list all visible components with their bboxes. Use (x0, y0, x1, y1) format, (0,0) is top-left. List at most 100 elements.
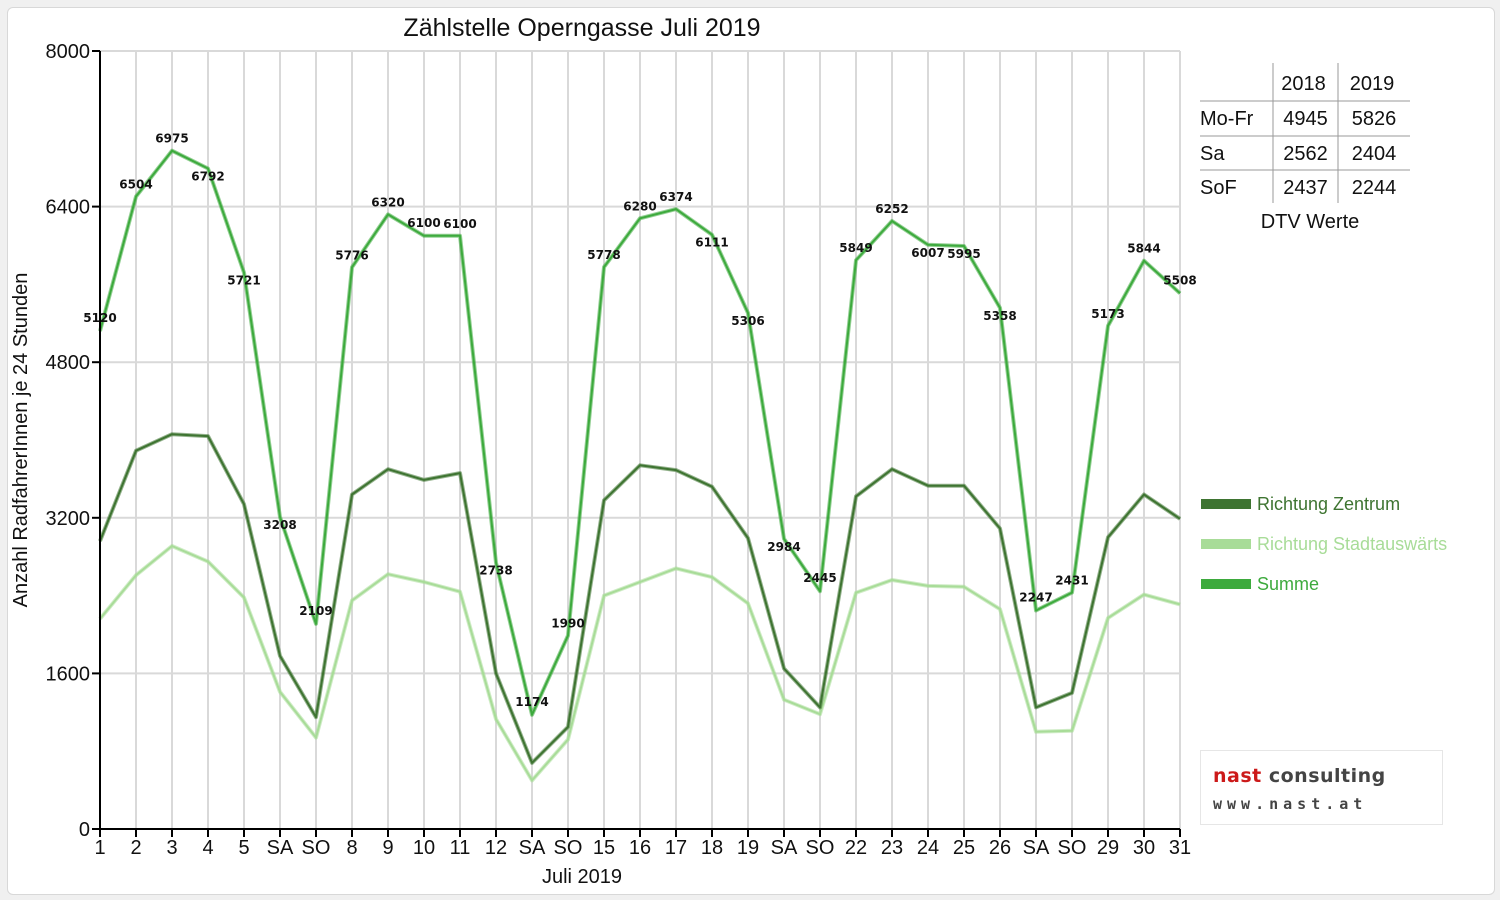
data-label: 2984 (767, 540, 800, 554)
legend-swatch (1201, 579, 1251, 589)
data-label: 6100 (407, 216, 440, 230)
table-cell: 2562 (1283, 143, 1328, 165)
x-tick-label: 31 (1169, 837, 1191, 859)
data-label: 6975 (155, 132, 188, 146)
data-label: 3208 (263, 518, 296, 532)
legend-swatch (1201, 539, 1251, 549)
y-tick-label: 8000 (46, 41, 91, 63)
x-tick-label: 19 (737, 837, 759, 859)
table-cell: 2244 (1352, 177, 1397, 199)
x-tick-label: SO (1058, 837, 1087, 859)
x-tick-label: SA (1023, 837, 1050, 859)
y-tick-label: 6400 (46, 197, 91, 219)
data-label: 5778 (587, 248, 620, 262)
table-header-2018: 2018 (1281, 73, 1326, 95)
data-label: 5358 (983, 309, 1016, 323)
legend-label: Richtung Stadtauswärts (1257, 534, 1447, 554)
data-label: 2247 (1019, 590, 1052, 604)
data-label: 5849 (839, 241, 872, 255)
x-tick-label: 29 (1097, 837, 1119, 859)
axes (92, 50, 1181, 837)
x-tick-label: 2 (130, 837, 141, 859)
nast-consulting-logo: nast consulting www.nast.at (1200, 750, 1443, 825)
x-tick-label: 3 (166, 837, 177, 859)
legend-label: Summe (1257, 574, 1319, 594)
data-label: 5844 (1127, 242, 1160, 256)
logo-brand-part1: nast (1213, 765, 1262, 787)
x-tick-label: 15 (593, 837, 615, 859)
data-label: 6007 (911, 246, 944, 260)
grid (100, 50, 1181, 829)
legend: Richtung Zentrum Richtung Stadtauswärts Su… (1201, 494, 1447, 594)
data-label: 6111 (695, 236, 728, 250)
series-line-richtung-zentrum (99, 433, 1181, 764)
table-row-label: SoF (1200, 177, 1237, 199)
series-line-summe (99, 149, 1181, 716)
table-header-2019: 2019 (1350, 73, 1395, 95)
data-label: 6280 (623, 199, 656, 213)
chart-title: Zählstelle Operngasse Juli 2019 (403, 14, 760, 42)
dtv-table: 2018 2019 Mo-Fr 4945 5826 Sa 2562 2404 SoF 2437 22… (1200, 63, 1410, 233)
x-tick-labels: 1 2 3 4 5 SA SO 8 9 10 11 12 SA SO 15 16 17 18 19 SA SO 22 23 2… (94, 837, 1191, 859)
table-row-label: Mo-Fr (1200, 108, 1254, 130)
x-tick-label: SO (302, 837, 331, 859)
y-tick-labels: 0 1600 3200 4800 6400 8000 (46, 41, 91, 841)
x-tick-label: 23 (881, 837, 903, 859)
data-label: 1990 (551, 616, 584, 630)
legend-swatch (1201, 499, 1251, 509)
x-tick-label: 22 (845, 837, 867, 859)
x-tick-label: 24 (917, 837, 939, 859)
x-tick-label: 26 (989, 837, 1011, 859)
table-row-label: Sa (1200, 143, 1225, 165)
data-label: 6252 (875, 202, 908, 216)
logo-brand: nast consulting (1213, 765, 1386, 787)
data-label: 2109 (299, 604, 332, 618)
data-label: 5508 (1163, 273, 1196, 287)
data-label: 2445 (803, 571, 836, 585)
legend-label: Richtung Zentrum (1257, 494, 1400, 514)
x-axis-title: Juli 2019 (542, 866, 622, 888)
series-line-richtung-stadtausw-rts (99, 545, 1181, 782)
table-cell: 2404 (1352, 143, 1397, 165)
x-tick-label: SA (267, 837, 294, 859)
data-label: 5776 (335, 248, 368, 262)
data-label: 5173 (1091, 307, 1124, 321)
x-tick-label: 9 (382, 837, 393, 859)
logo-brand-part2: consulting (1261, 765, 1386, 787)
table-cell: 4945 (1283, 108, 1328, 130)
y-tick-label: 1600 (46, 663, 91, 685)
x-tick-label: SO (554, 837, 583, 859)
table-caption: DTV Werte (1261, 211, 1360, 233)
data-labels: 5120650469756792572132082109577663206100… (83, 132, 1196, 709)
x-tick-label: 10 (413, 837, 435, 859)
table-cell: 5826 (1352, 108, 1397, 130)
data-label: 6320 (371, 195, 404, 209)
data-label: 6374 (659, 190, 692, 204)
table-cell: 2437 (1283, 177, 1328, 199)
data-label: 5306 (731, 314, 764, 328)
data-label: 5995 (947, 247, 980, 261)
data-label: 1174 (515, 695, 548, 709)
data-label: 2738 (479, 564, 512, 578)
x-tick-label: 30 (1133, 837, 1155, 859)
x-tick-label: SO (806, 837, 835, 859)
data-label: 6100 (443, 217, 476, 231)
data-label: 5721 (227, 274, 260, 288)
data-label: 2431 (1055, 574, 1088, 588)
x-tick-label: 18 (701, 837, 723, 859)
series-layer (98, 148, 1182, 783)
chart-frame (7, 7, 1495, 895)
x-tick-label: 4 (202, 837, 213, 859)
y-axis-title: Anzahl RadfahrerInnen je 24 Stunden (10, 273, 32, 608)
x-tick-label: 1 (94, 837, 105, 859)
x-tick-label: 12 (485, 837, 507, 859)
logo-url: www.nast.at (1213, 795, 1368, 813)
x-tick-label: 5 (238, 837, 249, 859)
x-tick-label: SA (519, 837, 546, 859)
y-tick-label: 4800 (46, 352, 91, 374)
x-tick-label: 16 (629, 837, 651, 859)
data-label: 6504 (119, 177, 152, 191)
data-label: 5120 (83, 311, 116, 325)
x-tick-label: SA (771, 837, 798, 859)
